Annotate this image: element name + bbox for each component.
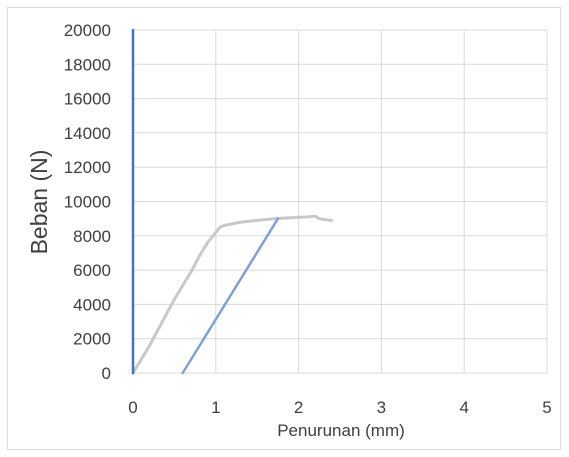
series-line-1 bbox=[131, 214, 334, 375]
y-tick-label: 14000 bbox=[64, 124, 111, 143]
y-tick-label: 18000 bbox=[64, 55, 111, 74]
x-tick-labels: 0 1 2 3 4 5 bbox=[128, 398, 551, 417]
series-line-2 bbox=[181, 217, 280, 375]
y-axis-label: Beban (N) bbox=[26, 150, 52, 255]
y-tick-label: 0 bbox=[102, 364, 111, 383]
y-tick-label: 10000 bbox=[64, 193, 111, 212]
x-tick-label: 2 bbox=[294, 398, 303, 417]
chart-frame bbox=[7, 7, 561, 450]
y-tick-label: 2000 bbox=[73, 330, 111, 349]
y-tick-label: 12000 bbox=[64, 158, 111, 177]
y-tick-label: 6000 bbox=[73, 261, 111, 280]
y-tick-label: 8000 bbox=[73, 227, 111, 246]
x-tick-label: 5 bbox=[542, 398, 551, 417]
x-tick-label: 1 bbox=[211, 398, 220, 417]
grid-lines bbox=[132, 29, 548, 374]
y-tick-label: 20000 bbox=[64, 21, 111, 40]
y-tick-labels: 0 2000 4000 6000 8000 10000 12000 14000 16000 180… bbox=[64, 21, 111, 383]
x-tick-label: 0 bbox=[128, 398, 137, 417]
series-layer bbox=[131, 28, 334, 375]
x-tick-label: 4 bbox=[459, 398, 468, 417]
y-tick-label: 4000 bbox=[73, 295, 111, 314]
x-axis-label: Penurunan (mm) bbox=[277, 421, 405, 440]
x-tick-label: 3 bbox=[377, 398, 386, 417]
y-tick-label: 16000 bbox=[64, 90, 111, 109]
